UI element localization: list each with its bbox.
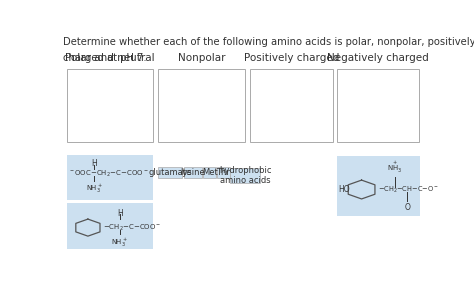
Text: $^-$OOC$-$CH$_2$$-$C$-$COO$^-$: $^-$OOC$-$CH$_2$$-$C$-$COO$^-$: [68, 169, 149, 179]
FancyBboxPatch shape: [250, 68, 333, 143]
FancyBboxPatch shape: [158, 167, 182, 178]
FancyBboxPatch shape: [66, 68, 153, 143]
Text: Met: Met: [202, 168, 218, 177]
Text: lysine: lysine: [181, 168, 205, 177]
Text: NH$_3^+$: NH$_3^+$: [86, 183, 102, 195]
Text: NH$_3^+$: NH$_3^+$: [111, 237, 128, 249]
Text: $-$CH$_2$$-$C$-$COO$^-$: $-$CH$_2$$-$C$-$COO$^-$: [102, 223, 161, 233]
Text: hydrophobic
amino acids: hydrophobic amino acids: [219, 166, 272, 185]
FancyBboxPatch shape: [337, 156, 420, 217]
FancyBboxPatch shape: [217, 167, 230, 178]
FancyBboxPatch shape: [66, 155, 153, 200]
FancyBboxPatch shape: [158, 68, 245, 143]
Text: H: H: [91, 159, 97, 168]
Text: Determine whether each of the following amino acids is polar, nonpolar, positive: Determine whether each of the following …: [63, 37, 474, 47]
Text: $\mathregular{\overset{+}{NH_3}}$: $\mathregular{\overset{+}{NH_3}}$: [387, 160, 402, 175]
Text: $-$CH$_2$$-$CH$-$C$-$O$^-$: $-$CH$_2$$-$CH$-$C$-$O$^-$: [378, 184, 439, 195]
Text: glutamate: glutamate: [148, 168, 191, 177]
FancyBboxPatch shape: [337, 68, 419, 143]
Text: Positively charged: Positively charged: [244, 53, 339, 63]
Text: Nonpolar: Nonpolar: [178, 53, 225, 63]
FancyBboxPatch shape: [184, 167, 202, 178]
Text: H: H: [117, 209, 123, 218]
Text: HO: HO: [338, 185, 350, 194]
FancyBboxPatch shape: [66, 203, 153, 249]
Text: Thr: Thr: [217, 168, 230, 177]
Text: Negatively charged: Negatively charged: [327, 53, 429, 63]
FancyBboxPatch shape: [203, 167, 217, 178]
FancyBboxPatch shape: [230, 168, 260, 184]
Text: Polar and neutral: Polar and neutral: [65, 53, 155, 63]
Text: O: O: [405, 203, 410, 212]
Text: charged at pH 7.: charged at pH 7.: [63, 53, 146, 63]
